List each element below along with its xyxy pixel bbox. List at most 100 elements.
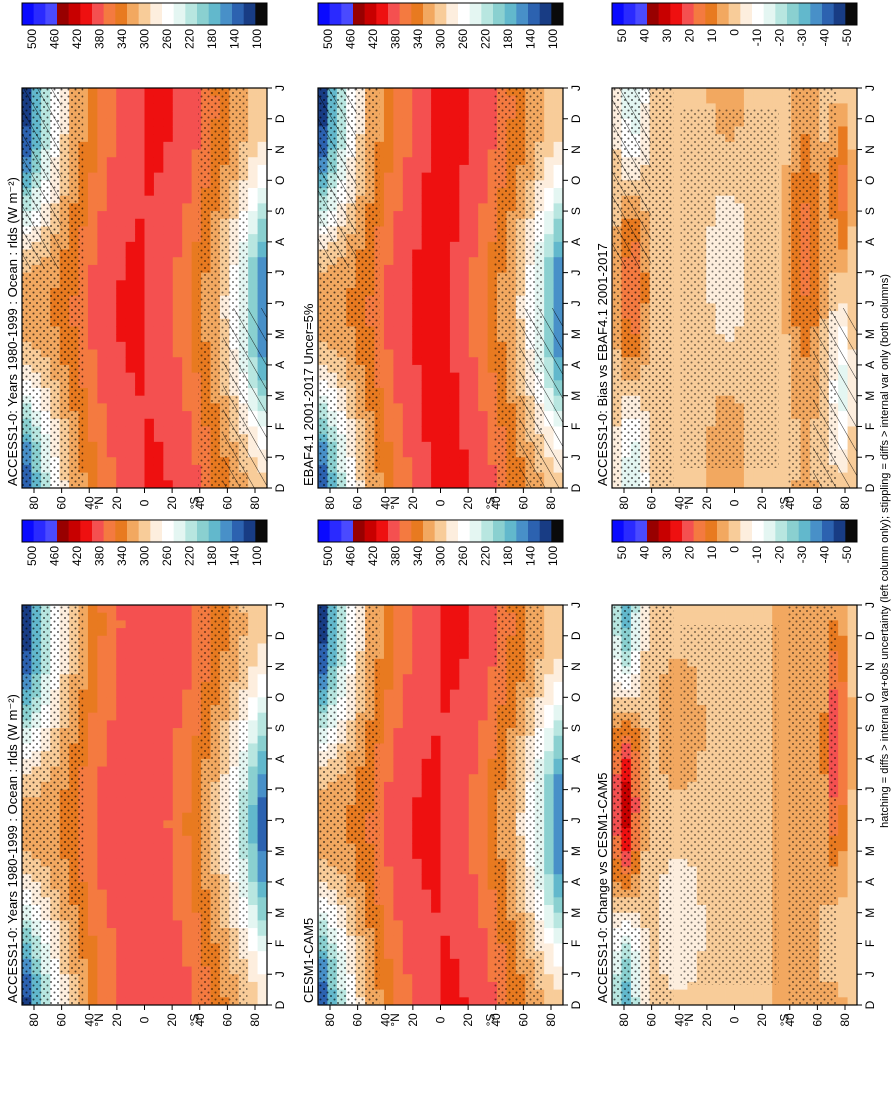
heatmap-cell — [97, 418, 108, 427]
heatmap-cell — [78, 635, 89, 644]
heatmap-cell — [106, 697, 117, 706]
heatmap-cell — [153, 697, 164, 706]
heatmap-cell — [431, 226, 441, 235]
heatmap-cell — [374, 126, 385, 135]
heatmap-cell — [412, 411, 423, 420]
heatmap-cell — [402, 241, 413, 250]
heatmap-cell — [383, 272, 394, 281]
heatmap-cell — [459, 203, 470, 212]
heatmap-cell — [116, 951, 127, 960]
heatmap-cell — [87, 851, 98, 860]
heatmap-cell — [374, 866, 385, 875]
heatmap-cell — [374, 605, 385, 614]
heatmap-cell — [383, 658, 394, 667]
heatmap-cell — [116, 943, 127, 952]
heatmap-cell — [144, 943, 155, 952]
heatmap-cell — [106, 728, 117, 737]
heatmap-cell — [191, 789, 202, 798]
heatmap-cell — [106, 303, 117, 312]
heatmap-cell — [431, 674, 441, 683]
colorbar-label: 260 — [160, 546, 174, 566]
heatmap-cell — [393, 866, 404, 875]
heatmap-cell — [116, 812, 127, 821]
heatmap-cell — [97, 372, 108, 381]
heatmap-cell — [135, 264, 145, 274]
heatmap-cell — [172, 835, 183, 844]
heatmap-cell — [402, 457, 413, 466]
heatmap-cell — [144, 280, 155, 289]
heatmap-cell — [431, 620, 441, 629]
heatmap-cell — [393, 874, 404, 883]
heatmap-cell — [182, 897, 193, 906]
heatmap-cell — [172, 203, 183, 212]
heatmap-cell — [459, 311, 470, 320]
heatmap-cell — [468, 288, 479, 297]
heatmap-cell — [87, 643, 98, 652]
heatmap-cell — [402, 326, 413, 335]
heatmap-cell — [144, 480, 155, 489]
heatmap-cell — [87, 828, 98, 837]
heatmap-cell — [421, 905, 432, 914]
heatmap-cell — [172, 805, 183, 814]
heatmap-cell — [412, 858, 423, 867]
heatmap-cell — [402, 288, 413, 297]
heatmap-cell — [78, 889, 89, 898]
heatmap-cell — [163, 758, 174, 767]
lat-unit-south: °S — [483, 497, 497, 510]
heatmap-cell — [135, 157, 145, 166]
heatmap-cell — [449, 472, 460, 481]
heatmap-cell — [87, 805, 98, 814]
heatmap-cell — [412, 805, 423, 814]
heatmap-cell — [153, 334, 164, 343]
heatmap-cell — [431, 180, 441, 189]
heatmap-cell — [383, 828, 394, 837]
heatmap-cell — [431, 118, 441, 127]
heatmap-cell — [144, 172, 155, 181]
heatmap-cell — [374, 326, 385, 335]
heatmap-cell — [182, 712, 193, 721]
month-tick-label: S — [273, 724, 287, 732]
heatmap-cell — [163, 364, 174, 374]
heatmap-cell — [172, 974, 183, 983]
colorbar-frame — [21, 519, 268, 543]
heatmap-cell — [172, 943, 183, 952]
heatmap-cell — [248, 249, 258, 258]
heatmap-cell — [374, 905, 385, 914]
heatmap-cell — [125, 851, 136, 860]
heatmap-cell — [487, 372, 498, 381]
heatmap-cell — [421, 966, 432, 975]
heatmap-cell — [172, 928, 183, 937]
heatmap-cell — [144, 418, 155, 427]
heatmap-cell — [97, 303, 108, 312]
heatmap-cell — [78, 874, 89, 883]
heatmap-cell — [257, 935, 268, 944]
heatmap-cell — [257, 303, 268, 312]
heatmap-cell — [153, 118, 164, 127]
heatmap-cell — [97, 95, 108, 104]
heatmap-cell — [106, 172, 117, 181]
heatmap-cell — [248, 874, 258, 883]
heatmap-cell — [106, 126, 117, 135]
month-tick-label: M — [569, 391, 583, 401]
heatmap-cell — [182, 388, 193, 397]
heatmap-cell — [383, 628, 394, 637]
heatmap-cell — [182, 720, 193, 729]
colorbar-swatch — [22, 3, 34, 25]
heatmap-cell — [163, 874, 174, 883]
heatmap-cell — [144, 820, 155, 829]
heatmap-cell — [459, 334, 470, 343]
heatmap-cell — [182, 372, 193, 381]
heatmap-cell — [125, 643, 136, 652]
heatmap-cell — [402, 364, 413, 374]
heatmap-cell — [163, 889, 174, 898]
heatmap-cell — [106, 735, 117, 744]
heatmap-cell — [135, 326, 145, 335]
heatmap-cell — [449, 118, 460, 127]
heatmap-cell — [106, 249, 117, 258]
heatmap-cell — [248, 280, 258, 289]
heatmap-cell — [393, 111, 404, 120]
month-tick-label: O — [273, 176, 287, 185]
heatmap-cell — [172, 134, 183, 143]
heatmap-cell — [191, 218, 202, 227]
heatmap-cell — [163, 897, 174, 906]
